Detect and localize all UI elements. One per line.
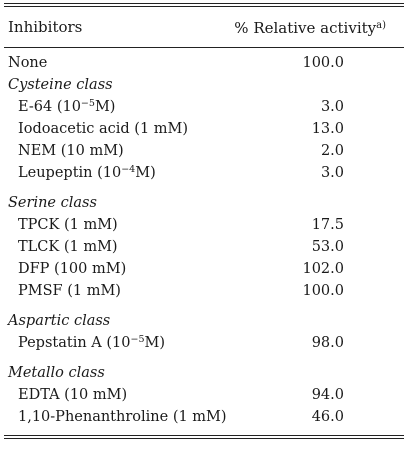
activity-value: 13.0 xyxy=(311,121,344,137)
activity-value: 102.0 xyxy=(302,261,344,277)
table-row: Pepstatin A (10−5M) 98.0 xyxy=(4,332,404,354)
header-activity-footnote: a) xyxy=(376,20,386,31)
table-body: None 100.0 Cysteine class E-64 (10−5M) 3… xyxy=(4,48,404,435)
activity-value: 100.0 xyxy=(302,283,344,299)
activity-value: 100.0 xyxy=(302,55,344,71)
inhibitor-name: DFP (100 mM) xyxy=(18,261,127,277)
activity-value: 98.0 xyxy=(311,335,344,351)
top-rule xyxy=(4,3,404,7)
header-activity: % Relative activitya) xyxy=(234,7,404,47)
table-row: PMSF (1 mM) 100.0 xyxy=(4,280,404,302)
activity-value: 17.5 xyxy=(311,217,344,233)
table-row: DFP (100 mM) 102.0 xyxy=(4,258,404,280)
inhibitor-name: Iodoacetic acid (1 mM) xyxy=(18,121,189,137)
activity-value: 53.0 xyxy=(311,239,344,255)
table-row: None 100.0 xyxy=(4,52,404,74)
table-row: TLCK (1 mM) 53.0 xyxy=(4,236,404,258)
inhibitor-name: Pepstatin A (10−5M) xyxy=(18,334,166,351)
activity-value: 94.0 xyxy=(311,387,344,403)
inhibitor-name: NEM (10 mM) xyxy=(18,143,124,159)
group-label: Metallo class xyxy=(8,365,105,381)
activity-value: 2.0 xyxy=(320,143,344,159)
table-row: 1,10-Phenanthroline (1 mM) 46.0 xyxy=(4,406,404,428)
table-row: NEM (10 mM) 2.0 xyxy=(4,140,404,162)
inhibitor-name: EDTA (10 mM) xyxy=(18,387,128,403)
header-inhibitors: Inhibitors xyxy=(8,18,83,36)
table-row: EDTA (10 mM) 94.0 xyxy=(4,384,404,406)
inhibitor-name: PMSF (1 mM) xyxy=(18,283,121,299)
table-header: Inhibitors % Relative activitya) xyxy=(4,7,404,47)
group-heading-metallo: Metallo class xyxy=(4,362,404,384)
group-heading-cysteine: Cysteine class xyxy=(4,74,404,96)
header-activity-label: % Relative activity xyxy=(234,19,377,37)
inhibitor-table: Inhibitors % Relative activitya) None 10… xyxy=(4,3,404,439)
table-row: Iodoacetic acid (1 mM) 13.0 xyxy=(4,118,404,140)
activity-value: 46.0 xyxy=(311,409,344,425)
inhibitor-name: TPCK (1 mM) xyxy=(18,217,118,233)
header-rule xyxy=(4,47,404,48)
bottom-rule xyxy=(4,435,404,439)
group-label: Aspartic class xyxy=(8,313,111,329)
table-row: Leupeptin (10−4M) 3.0 xyxy=(4,162,404,184)
group-label: Cysteine class xyxy=(8,77,113,93)
group-label: Serine class xyxy=(8,195,97,211)
table-row: E-64 (10−5M) 3.0 xyxy=(4,96,404,118)
header-row: Inhibitors % Relative activitya) xyxy=(4,7,404,47)
table-row: TPCK (1 mM) 17.5 xyxy=(4,214,404,236)
inhibitor-name: E-64 (10−5M) xyxy=(18,98,116,115)
activity-value: 3.0 xyxy=(320,165,344,181)
group-heading-serine: Serine class xyxy=(4,192,404,214)
group-heading-aspartic: Aspartic class xyxy=(4,310,404,332)
inhibitor-name: None xyxy=(8,55,48,71)
inhibitor-name: 1,10-Phenanthroline (1 mM) xyxy=(18,409,227,425)
inhibitor-name: TLCK (1 mM) xyxy=(18,239,118,255)
activity-value: 3.0 xyxy=(320,99,344,115)
inhibitor-name: Leupeptin (10−4M) xyxy=(18,164,156,181)
